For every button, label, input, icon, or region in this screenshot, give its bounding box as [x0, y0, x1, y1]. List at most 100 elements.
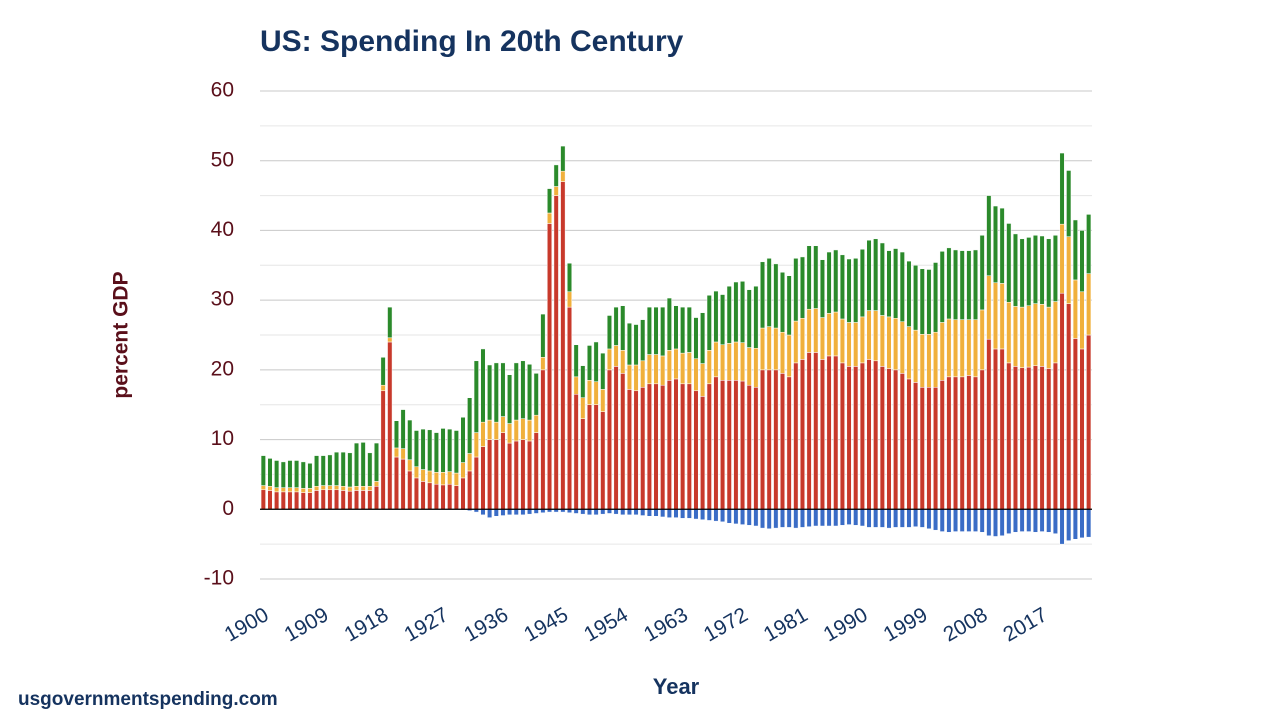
bar-segment [646, 306, 652, 355]
bar-segment [1006, 301, 1012, 364]
bar-segment [700, 396, 706, 510]
bar-segment [846, 509, 852, 525]
bar-segment [806, 245, 812, 310]
bar-segment [453, 472, 459, 486]
bar-segment [274, 487, 280, 493]
bar-segment [706, 350, 712, 385]
bar-segment [813, 509, 819, 527]
bar-segment [839, 509, 845, 526]
bar-segment [959, 319, 965, 378]
y-tick-label: -10 [204, 567, 234, 590]
bar-segment [846, 258, 852, 323]
bar-segment [513, 419, 519, 442]
bar-segment [959, 509, 965, 532]
bar-segment [992, 282, 999, 350]
bar-segment [886, 509, 892, 529]
bar-segment [580, 418, 586, 510]
bar-segment [533, 432, 539, 510]
bar-segment [600, 411, 606, 510]
bar-segment [407, 470, 413, 510]
x-tick-label: 1990 [820, 603, 872, 646]
bar-segment [713, 341, 719, 378]
bar-segment [706, 295, 712, 351]
bar-segment [513, 440, 519, 510]
bar-segment [646, 509, 652, 517]
bar-segment [380, 390, 386, 510]
bar-segment [733, 509, 739, 525]
bar-segment [779, 373, 786, 510]
bar-segment [853, 366, 859, 510]
y-tick-label: 60 [211, 79, 234, 102]
y-tick-label: 40 [211, 218, 234, 241]
bar-segment [573, 376, 579, 395]
bar-segment [813, 308, 819, 353]
bar-segment [620, 509, 626, 516]
bar-segment [939, 380, 945, 510]
bar-segment [740, 509, 746, 525]
bar-segment [646, 383, 652, 510]
bar-segment [839, 318, 845, 364]
bar-segment [260, 489, 266, 510]
bar-segment [573, 394, 579, 510]
bar-segment [1066, 170, 1072, 237]
bar-segment [507, 442, 513, 510]
bar-segment [586, 345, 592, 381]
bar-segment [427, 470, 433, 484]
x-tick-label: 2017 [999, 603, 1051, 646]
bar-segment [433, 432, 439, 473]
bar-segment [686, 383, 692, 510]
bar-segment [393, 456, 399, 510]
bar-segment [646, 354, 652, 385]
bar-segment [280, 487, 286, 493]
bar-segment [700, 312, 706, 364]
bar-segment [879, 366, 885, 510]
bar-segment [280, 461, 286, 488]
bar-segment [866, 310, 872, 360]
bar-segment [640, 319, 646, 362]
bar-segment [733, 281, 739, 343]
bar-segment [839, 362, 845, 510]
bar-segment [1079, 291, 1085, 350]
bar-segment [260, 455, 266, 486]
bar-segment [307, 492, 313, 510]
bar-segment [620, 373, 626, 510]
bar-segment [1012, 366, 1018, 510]
bar-segment [367, 452, 373, 487]
bar-segment [726, 509, 732, 524]
bar-segment [886, 368, 892, 510]
bar-segment [320, 455, 326, 486]
bar-segment [1072, 338, 1078, 510]
bar-segment [926, 387, 932, 510]
bar-segment [480, 446, 486, 510]
x-tick-label: 1963 [640, 603, 692, 646]
bar-segment [1032, 365, 1038, 510]
bar-segment [680, 383, 686, 510]
bar-segment [334, 489, 340, 510]
bar-segment [633, 509, 639, 516]
bar-segment [673, 509, 679, 518]
bar-segment [314, 455, 320, 487]
bar-segment [1066, 236, 1072, 304]
bar-segment [706, 383, 712, 510]
bar-segment [1019, 509, 1025, 532]
bar-segment [540, 357, 546, 371]
bar-segment [720, 344, 726, 381]
bar-segment [473, 360, 479, 433]
bar-segment [353, 490, 360, 510]
bar-segment [693, 509, 699, 520]
bar-segment [347, 486, 353, 492]
bar-segment [327, 489, 333, 510]
bar-segment [347, 490, 353, 510]
bar-segment [939, 251, 945, 323]
bar-segment [467, 397, 473, 454]
bar-segment [1039, 235, 1045, 305]
bar-segment [660, 306, 666, 357]
bar-segment [760, 261, 766, 329]
bar-segment [979, 509, 985, 533]
bar-segment [686, 352, 692, 385]
source: usgovernmentspending.com [18, 689, 278, 710]
bar-segment [487, 439, 493, 510]
bar-segment [1079, 348, 1085, 510]
bar-segment [946, 376, 952, 510]
bar-segment [527, 440, 533, 510]
